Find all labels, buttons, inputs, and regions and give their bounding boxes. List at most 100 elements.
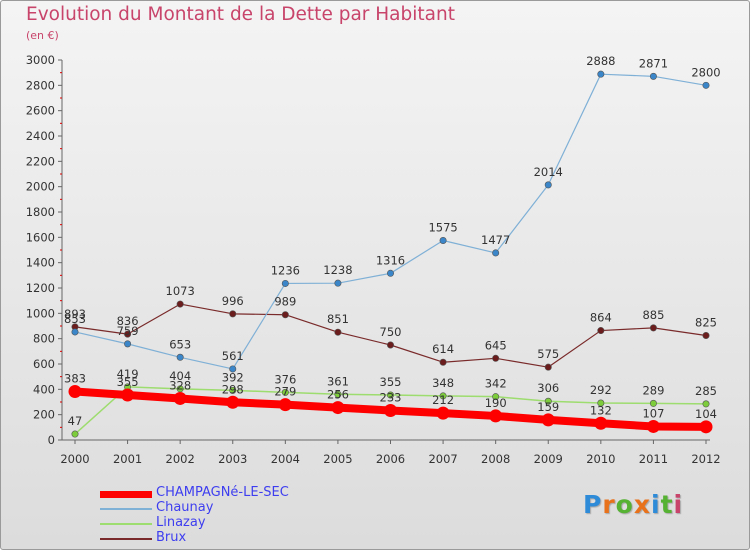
legend-swatch xyxy=(100,490,152,498)
x-tick-label: 2000 xyxy=(60,452,89,466)
data-point xyxy=(489,409,503,423)
y-tick-label: 1000 xyxy=(26,306,55,320)
data-point xyxy=(229,310,237,318)
proxiti-logo: Proxiti xyxy=(583,490,683,519)
legend-item: Linazay xyxy=(100,515,420,531)
y-tick-label: 1200 xyxy=(26,281,55,295)
logo-letter: i xyxy=(651,490,661,519)
data-point xyxy=(176,353,184,361)
legend-swatch xyxy=(100,508,152,510)
legend-label: CHAMPAGNé-LE-SEC xyxy=(156,485,289,500)
data-point xyxy=(702,81,710,89)
data-point xyxy=(492,354,500,362)
legend-swatch xyxy=(100,538,152,540)
data-label: 47 xyxy=(68,414,83,428)
data-label: 233 xyxy=(380,390,402,404)
data-point xyxy=(386,391,394,399)
y-tick-label: 800 xyxy=(33,332,55,346)
data-label: 190 xyxy=(485,396,507,410)
data-label: 392 xyxy=(222,370,244,384)
data-point xyxy=(649,72,657,80)
chart-title: Evolution du Montant de la Dette par Hab… xyxy=(26,4,455,25)
data-label: 355 xyxy=(117,375,139,389)
data-label: 853 xyxy=(64,312,86,326)
y-tick-label: 600 xyxy=(33,357,55,371)
data-point xyxy=(439,358,447,366)
data-label: 256 xyxy=(327,388,349,402)
data-label: 328 xyxy=(169,378,191,392)
data-point xyxy=(597,399,605,407)
data-point xyxy=(334,390,342,398)
data-point xyxy=(334,328,342,336)
data-point xyxy=(281,311,289,319)
data-label: 645 xyxy=(485,338,507,352)
data-label: 836 xyxy=(117,314,139,328)
data-label: 419 xyxy=(117,367,139,381)
y-tick-label: 3000 xyxy=(26,53,55,67)
data-label: 159 xyxy=(537,400,559,414)
data-label: 104 xyxy=(695,407,717,421)
data-label: 989 xyxy=(274,295,296,309)
data-point xyxy=(386,269,394,277)
data-point xyxy=(331,401,345,415)
data-label: 653 xyxy=(169,337,191,351)
data-point xyxy=(436,406,450,420)
legend-swatch xyxy=(100,523,152,525)
data-point xyxy=(439,237,447,245)
legend-item: Brux xyxy=(100,530,420,546)
data-label: 279 xyxy=(274,385,296,399)
data-point xyxy=(594,416,608,430)
data-label: 1073 xyxy=(166,284,195,298)
x-tick-label: 2010 xyxy=(586,452,615,466)
data-label: 132 xyxy=(590,403,612,417)
x-tick-label: 2007 xyxy=(428,452,457,466)
data-label: 285 xyxy=(695,384,717,398)
y-tick-label: 2000 xyxy=(26,180,55,194)
legend-item: Chaunay xyxy=(100,500,420,516)
data-label: 759 xyxy=(117,324,139,338)
data-label: 2014 xyxy=(534,165,563,179)
legend: CHAMPAGNé-LE-SEC Chaunay Linazay Brux xyxy=(100,485,420,546)
data-point xyxy=(544,397,552,405)
y-tick-label: 1600 xyxy=(26,230,55,244)
data-label: 1238 xyxy=(323,263,352,277)
data-point xyxy=(597,70,605,78)
data-point xyxy=(176,300,184,308)
data-label: 348 xyxy=(432,376,454,390)
data-label: 575 xyxy=(537,347,559,361)
data-label: 893 xyxy=(64,307,86,321)
logo-letter: o xyxy=(615,490,634,519)
data-label: 107 xyxy=(642,406,664,420)
data-label: 383 xyxy=(64,371,86,385)
data-point xyxy=(124,330,132,338)
x-tick-label: 2012 xyxy=(691,452,720,466)
data-label: 361 xyxy=(327,374,349,388)
data-point xyxy=(597,327,605,335)
data-point xyxy=(71,328,79,336)
data-point xyxy=(229,365,237,373)
data-point xyxy=(71,430,79,438)
data-label: 614 xyxy=(432,342,454,356)
logo-letter: i xyxy=(673,490,684,519)
legend-item: CHAMPAGNé-LE-SEC xyxy=(100,485,420,501)
data-point xyxy=(492,249,500,257)
y-tick-label: 0 xyxy=(48,433,55,447)
data-label: 2871 xyxy=(639,56,668,70)
data-label: 1236 xyxy=(271,263,300,277)
data-point xyxy=(226,395,240,409)
data-point xyxy=(492,393,500,401)
data-label: 212 xyxy=(432,393,454,407)
data-label: 1477 xyxy=(481,233,510,247)
data-point xyxy=(646,419,660,433)
x-tick-label: 2011 xyxy=(639,452,668,466)
y-tick-label: 200 xyxy=(33,408,55,422)
y-tick-label: 2200 xyxy=(26,154,55,168)
data-point xyxy=(278,398,292,412)
y-tick-label: 1400 xyxy=(26,256,55,270)
data-label: 1316 xyxy=(376,253,405,267)
data-point xyxy=(386,341,394,349)
data-point xyxy=(384,403,397,417)
data-point xyxy=(649,399,657,407)
